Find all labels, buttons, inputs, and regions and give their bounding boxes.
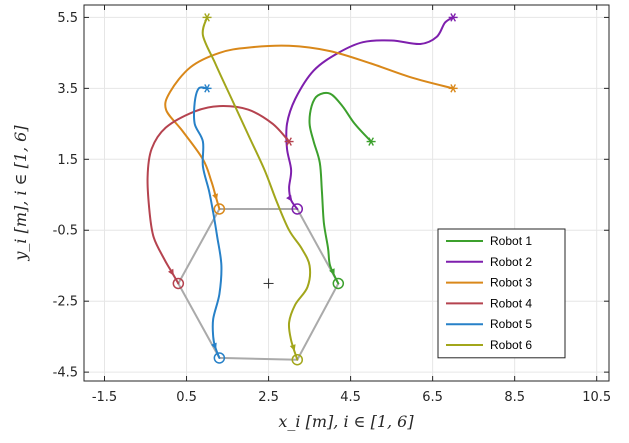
y-axis-ticks: -4.5 -2.5 -0.5 1.5 3.5 5.5 <box>53 11 609 381</box>
y-tick-label: -2.5 <box>53 295 78 310</box>
legend-label-robot-5: Robot 5 <box>490 317 532 331</box>
robot-6-arrowhead <box>289 344 296 352</box>
robot-5-arrowhead <box>211 342 217 350</box>
x-tick-label: 8.5 <box>504 390 525 405</box>
robot-3-trajectory <box>164 44 455 210</box>
start-star-stroke <box>204 84 210 93</box>
start-star-stroke <box>286 137 292 146</box>
robot-6-trajectory-group <box>201 13 312 366</box>
robot-1-arrowhead <box>329 268 335 276</box>
y-tick-label: 1.5 <box>57 153 78 168</box>
legend-label-robot-1: Robot 1 <box>490 234 532 248</box>
robot-6-trajectory <box>201 16 312 361</box>
robot-3-start-marker <box>448 84 458 93</box>
x-axis-ticks: -1.5 0.5 2.5 4.5 6.5 8.5 10.5 <box>92 5 611 405</box>
robot-2-trajectory <box>285 16 455 210</box>
legend-box <box>437 228 566 359</box>
formation-center-marker <box>263 278 274 289</box>
start-star-stroke <box>204 13 210 22</box>
robot-2-start-marker <box>448 13 458 22</box>
robot-2-goal-marker <box>291 203 304 215</box>
legend: Robot 1 Robot 2 Robot 3 Robot 4 Robot 5 Robot… <box>437 228 566 359</box>
robot-1-start-marker <box>366 137 376 146</box>
x-tick-label: 10.5 <box>582 390 611 405</box>
trajectories <box>146 13 458 366</box>
robot-4-goal-marker <box>172 277 185 290</box>
robot-1-trajectory <box>308 91 373 285</box>
y-tick-label: -4.5 <box>53 366 78 381</box>
start-star-stroke <box>368 137 374 146</box>
y-axis-label: y_i [m], i ∈ [1, 6] <box>11 125 30 262</box>
robot-4-start-marker <box>284 137 294 146</box>
robot-6-goal-marker <box>291 353 304 366</box>
start-star-stroke <box>450 13 456 22</box>
plot-frame <box>83 4 610 382</box>
legend-label-robot-3: Robot 3 <box>490 276 532 290</box>
robot-1-trajectory-group <box>308 91 376 290</box>
robot-2-arrowhead <box>286 194 293 202</box>
robot-4-trajectory <box>146 105 291 285</box>
y-tick-label: 5.5 <box>57 11 78 26</box>
robot-3-arrowhead <box>212 193 218 201</box>
legend-label-robot-2: Robot 2 <box>490 255 532 269</box>
robot-5-trajectory-group <box>192 84 226 364</box>
robot-6-start-marker <box>202 13 212 22</box>
robot-5-goal-marker <box>213 352 226 364</box>
robot-3-goal-marker <box>213 203 226 215</box>
x-tick-label: 4.5 <box>340 390 361 405</box>
robot-5-trajectory <box>192 86 223 359</box>
robot-4-trajectory-group <box>146 105 294 290</box>
start-star-stroke <box>450 84 456 93</box>
y-tick-label: 3.5 <box>57 82 78 97</box>
robot-5-start-marker <box>202 84 212 93</box>
x-tick-label: 0.5 <box>176 390 197 405</box>
y-tick-label: -0.5 <box>53 224 78 239</box>
robot-1-goal-marker <box>332 277 345 290</box>
legend-label-robot-4: Robot 4 <box>490 296 532 310</box>
robot-4-arrowhead <box>168 268 174 276</box>
robot-3-trajectory-group <box>164 44 458 215</box>
robot-2-trajectory-group <box>285 13 458 215</box>
x-tick-label: 2.5 <box>258 390 279 405</box>
legend-label-robot-6: Robot 6 <box>490 338 532 352</box>
x-tick-label: -1.5 <box>92 390 117 405</box>
x-axis-label: x_i [m], i ∈ [1, 6] <box>278 412 414 431</box>
x-tick-label: 6.5 <box>422 390 443 405</box>
